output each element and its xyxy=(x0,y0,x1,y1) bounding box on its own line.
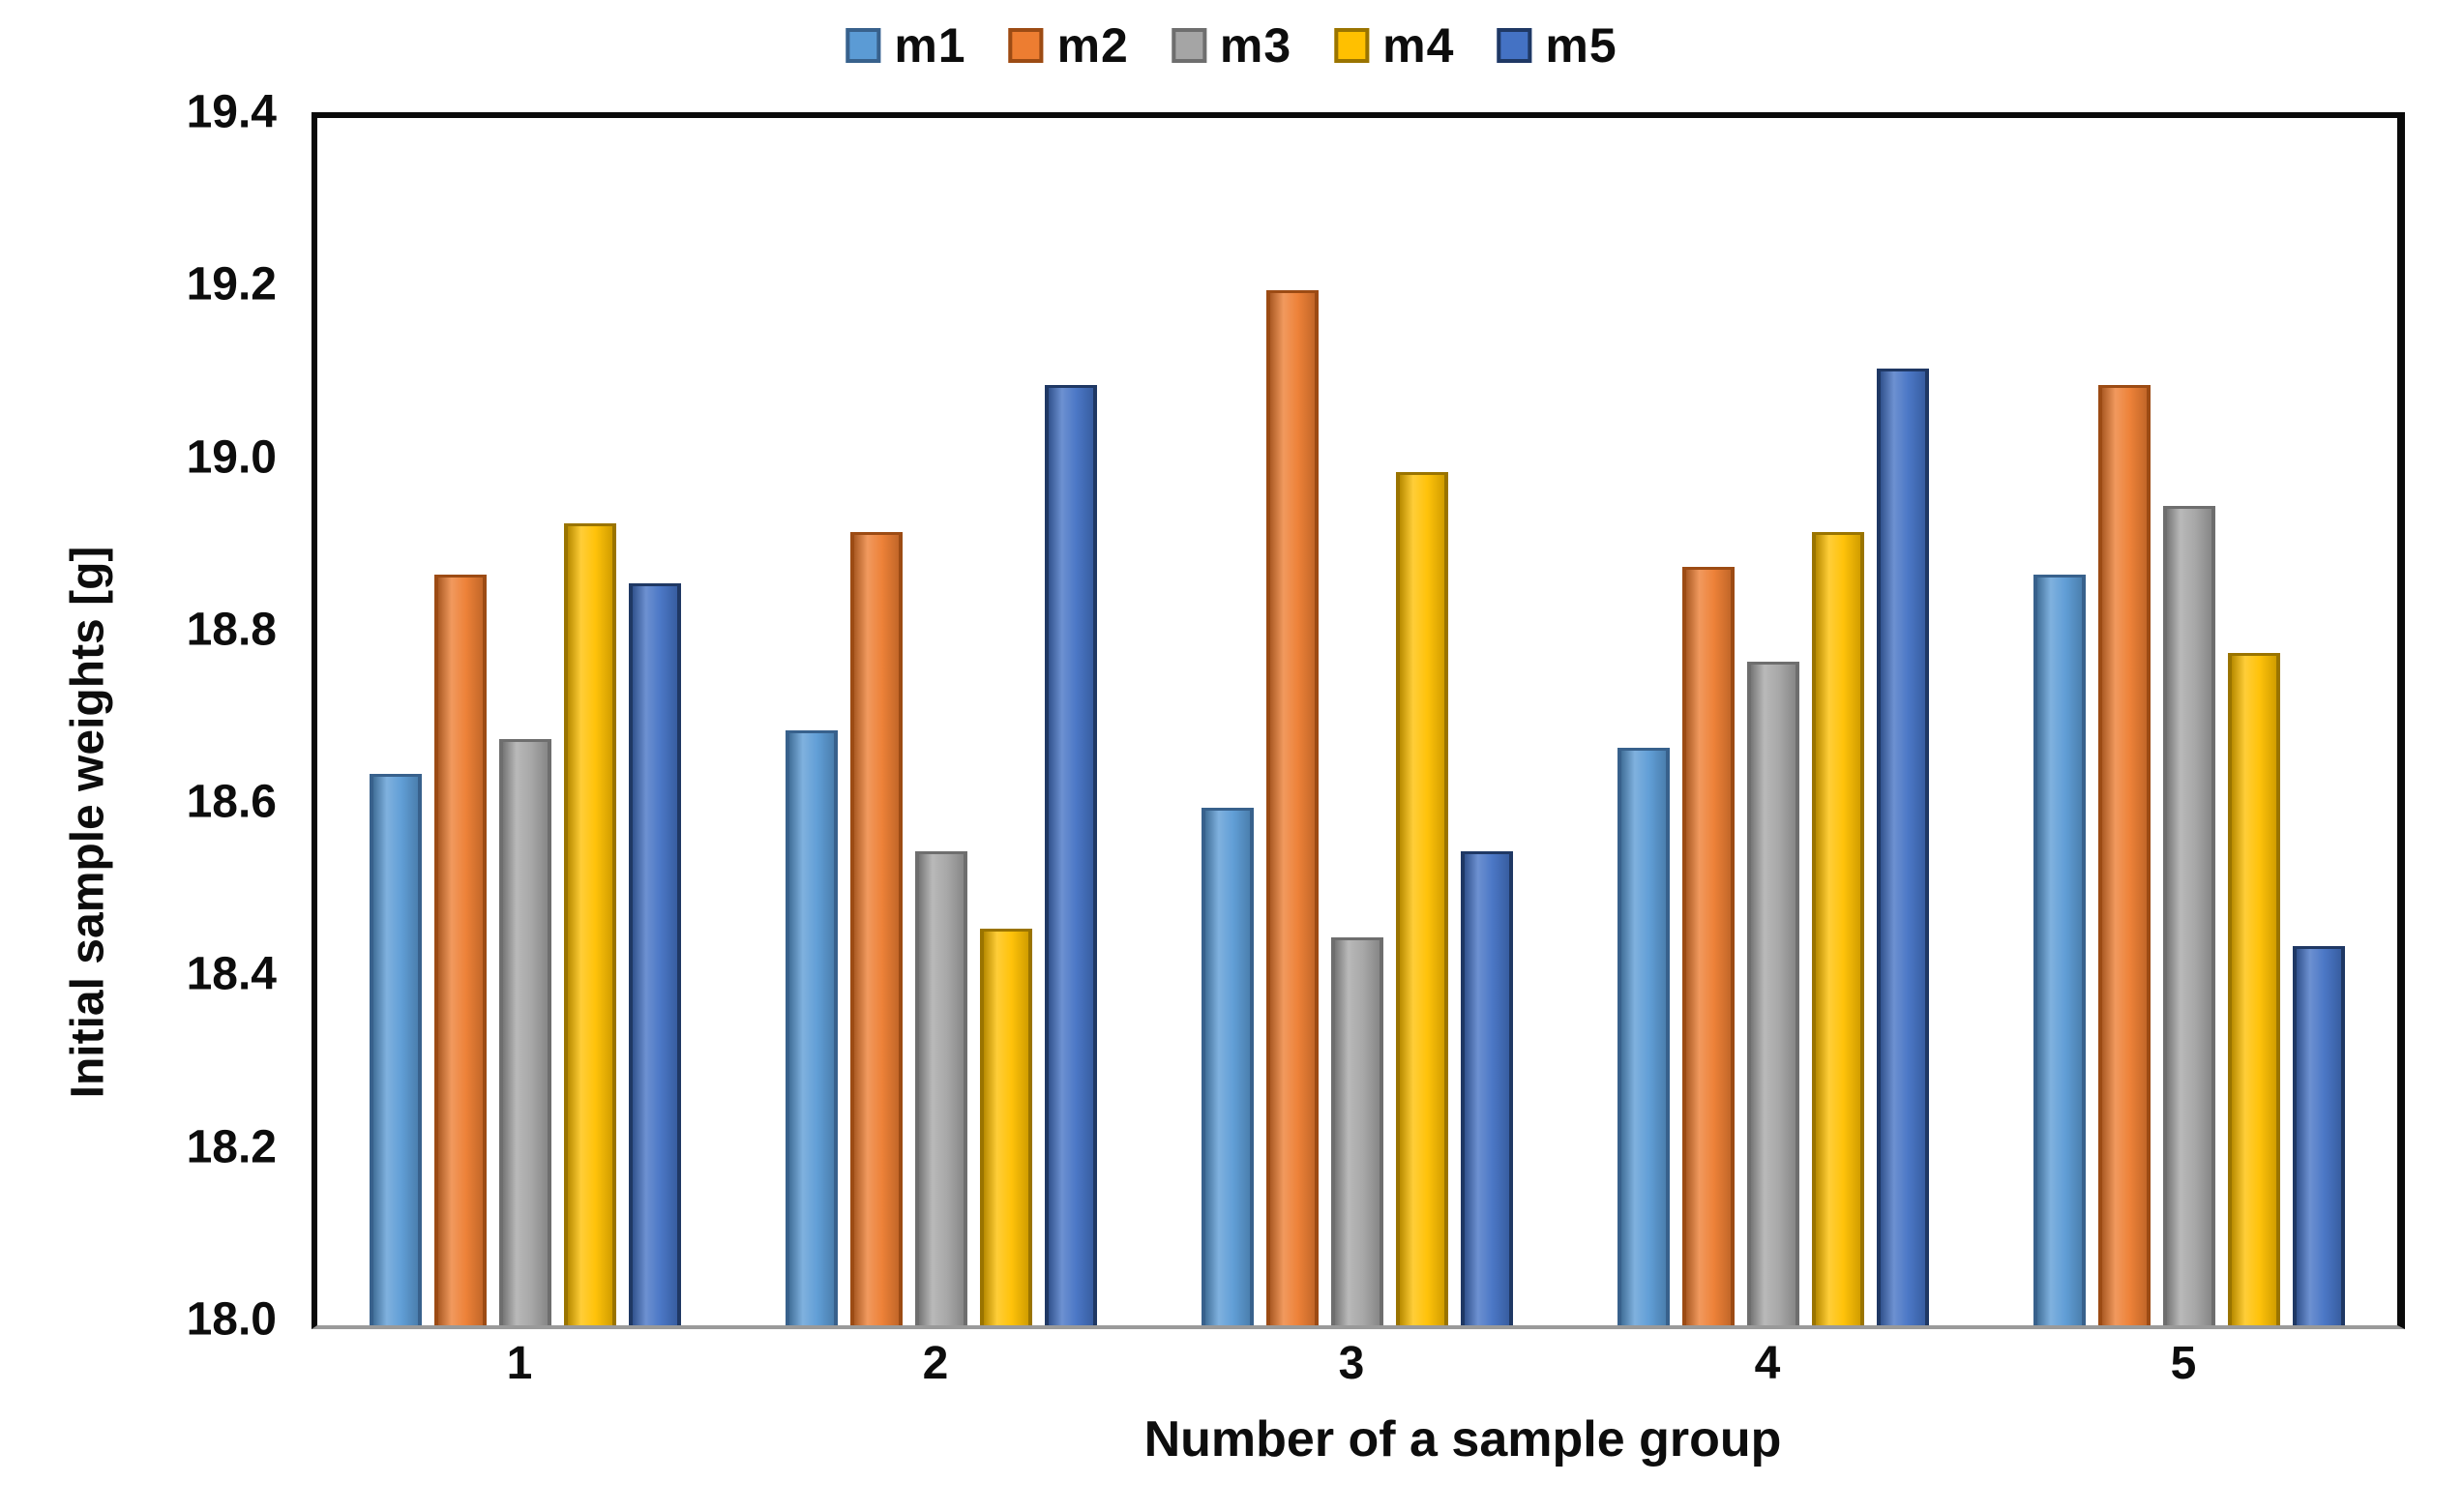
bar-m3-group5 xyxy=(2163,506,2215,1325)
legend-swatch-m1 xyxy=(846,28,881,63)
legend-item-m4: m4 xyxy=(1334,17,1454,74)
legend-item-m2: m2 xyxy=(1008,17,1129,74)
legend-item-m1: m1 xyxy=(846,17,965,74)
y-tick-label-18.0: 18.0 xyxy=(186,1293,277,1346)
bar-m4-group1 xyxy=(564,522,616,1325)
x-tick-label-5: 5 xyxy=(2170,1338,2197,1389)
bar-m4-group2 xyxy=(980,928,1032,1325)
x-axis-tick-labels: 1 2 3 4 5 xyxy=(312,1337,2391,1390)
bar-m3-group4 xyxy=(1747,661,1799,1325)
bar-m4-group3 xyxy=(1396,471,1448,1325)
bar-m1-group5 xyxy=(2033,575,2086,1325)
bar-m2-group3 xyxy=(1266,290,1319,1325)
y-axis-title: Initial sample weights [g] xyxy=(62,547,115,1099)
legend-swatch-m2 xyxy=(1008,28,1044,63)
y-tick-label-18.6: 18.6 xyxy=(186,776,277,828)
plot-area xyxy=(312,112,2405,1329)
bar-group-5 xyxy=(1981,118,2397,1325)
legend-label-m5: m5 xyxy=(1545,18,1617,73)
bar-m3-group2 xyxy=(915,850,967,1325)
bar-group-4 xyxy=(1565,118,1981,1325)
bar-m5-group1 xyxy=(629,583,681,1325)
x-tick-label-3: 3 xyxy=(1338,1338,1365,1389)
x-axis-title-text: Number of a sample group xyxy=(1143,1411,1782,1468)
x-axis-title: Number of a sample group xyxy=(423,1410,2463,1468)
y-axis-tick-labels: 19.4 19.2 19.0 18.8 18.6 18.4 18.2 18.0 xyxy=(0,87,292,1346)
bar-m2-group4 xyxy=(1682,566,1735,1325)
legend-label-m4: m4 xyxy=(1382,18,1455,73)
legend-item-m5: m5 xyxy=(1497,17,1617,74)
bar-m4-group4 xyxy=(1812,531,1864,1325)
bar-m5-group5 xyxy=(2293,945,2345,1325)
bar-m3-group1 xyxy=(499,738,551,1325)
y-tick-label-18.2: 18.2 xyxy=(186,1121,277,1173)
x-tick-label-4: 4 xyxy=(1754,1338,1781,1389)
legend-label-m1: m1 xyxy=(894,18,966,73)
bar-group-3 xyxy=(1149,118,1565,1325)
legend-swatch-m5 xyxy=(1497,28,1532,63)
bar-m5-group4 xyxy=(1877,368,1929,1325)
bar-series-container xyxy=(317,118,2397,1325)
y-tick-label-19.2: 19.2 xyxy=(186,258,277,311)
bar-m1-group3 xyxy=(1202,808,1254,1325)
y-tick-label-18.8: 18.8 xyxy=(186,604,277,656)
y-tick-label-18.4: 18.4 xyxy=(186,948,277,1000)
y-tick-label-19.4: 19.4 xyxy=(186,86,277,138)
bar-m1-group2 xyxy=(786,729,838,1325)
x-tick-label-2: 2 xyxy=(922,1338,949,1389)
legend-swatch-m4 xyxy=(1334,28,1370,63)
bar-m2-group2 xyxy=(850,531,903,1325)
bar-m2-group1 xyxy=(434,575,487,1325)
bar-group-1 xyxy=(317,118,733,1325)
bar-m5-group3 xyxy=(1461,850,1513,1325)
legend-label-m2: m2 xyxy=(1056,18,1129,73)
bar-group-2 xyxy=(733,118,1149,1325)
bar-m2-group5 xyxy=(2098,385,2151,1325)
y-tick-label-19.0: 19.0 xyxy=(186,431,277,484)
y-axis-title-text: Initial sample weights [g] xyxy=(62,546,114,1099)
legend-swatch-m3 xyxy=(1171,28,1206,63)
x-tick-label-1: 1 xyxy=(506,1338,533,1389)
bar-m1-group4 xyxy=(1617,747,1670,1325)
legend-label-m3: m3 xyxy=(1219,18,1292,73)
bar-m3-group3 xyxy=(1331,936,1383,1325)
bar-m1-group1 xyxy=(370,773,422,1325)
chart-legend: m1 m2 m3 m4 m5 xyxy=(846,17,1617,74)
bar-m4-group5 xyxy=(2228,652,2280,1325)
legend-item-m3: m3 xyxy=(1171,17,1292,74)
bar-m5-group2 xyxy=(1045,385,1097,1325)
